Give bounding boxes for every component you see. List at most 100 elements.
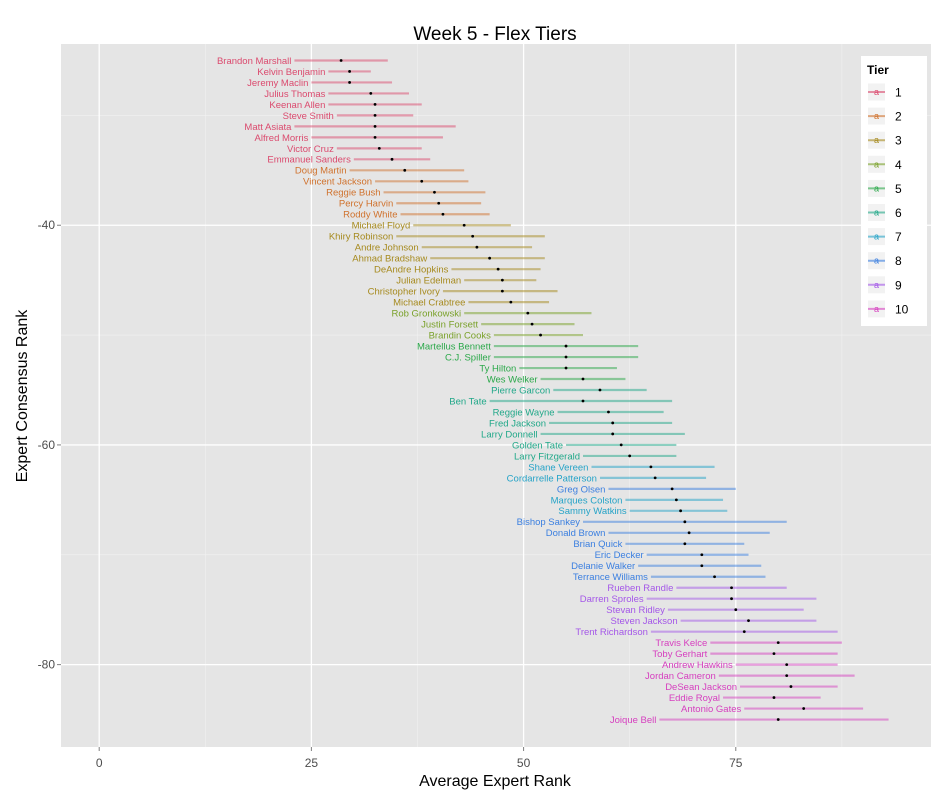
x-axis-title: Average Expert Rank [419,773,572,790]
data-point [475,245,479,249]
data-point [390,157,394,161]
data-point [339,59,343,62]
data-point [734,608,738,612]
data-label: Golden Tate [512,440,563,451]
legend-label: 8 [895,254,902,268]
legend: Tier a 1 a 2 a 3 a 4 a 5 a 6 a 7 a 8 a 9 a 10 [861,56,927,326]
legend-key-glyph: a [874,159,879,169]
data-point [742,630,746,634]
data-label: Andrew Hawkins [662,660,733,671]
data-point [539,333,542,337]
data-point [683,520,687,524]
data-label: Cordarrelle Patterson [507,473,597,484]
data-label: Darren Sproles [580,594,644,605]
data-label: Rueben Randle [607,583,673,594]
data-label: Brandon Marshall [217,56,291,67]
data-point [679,509,683,513]
data-label: Michael Floyd [352,221,411,232]
data-label: Ty Hilton [479,363,516,374]
data-point [500,289,504,293]
legend-label: 1 [895,86,902,100]
data-point [403,168,407,172]
data-label: Jeremy Maclin [247,78,308,89]
data-point [488,256,492,260]
data-label: Pierre Garcon [491,385,550,396]
data-label: Reggie Wayne [493,407,555,418]
plot-panel [61,44,931,747]
data-label: Roddy White [343,210,397,221]
data-point [785,674,789,678]
data-label: Keenan Allen [269,100,325,111]
data-label: Julian Edelman [396,276,461,287]
data-point [802,707,806,710]
legend-label: 6 [895,206,902,220]
data-label: Wes Welker [487,374,538,385]
chart-title: Week 5 - Flex Tiers [413,24,576,45]
data-point [619,443,623,447]
legend-key-glyph: a [874,111,879,121]
legend-label: 3 [895,134,902,148]
data-label: Kelvin Benjamin [257,67,325,78]
data-point [713,575,716,579]
data-point [433,190,436,194]
data-point [772,696,776,699]
data-point [500,278,504,282]
legend-key-glyph: a [874,256,879,266]
data-point [730,597,733,601]
data-label: Victor Cruz [287,144,334,155]
data-label: Michael Crabtree [393,298,465,309]
data-label: Doug Martin [295,166,347,177]
x-tick-label: 25 [305,756,319,770]
data-label: Eddie Royal [669,693,720,704]
data-label: Sammy Watkins [558,506,627,517]
data-label: Christopher Ivory [368,287,441,298]
y-tick-label: -60 [38,438,56,452]
data-label: Andre Johnson [355,243,419,254]
data-point [509,300,513,304]
data-point [441,212,445,216]
y-tick-label: -80 [38,658,56,672]
data-label: Larry Fitzgerald [514,451,580,462]
data-point [348,70,351,73]
legend-key-glyph: a [874,87,879,97]
data-points [339,59,806,721]
data-label: Ben Tate [449,396,486,407]
data-label: Alfred Morris [255,133,309,144]
data-label: Antonio Gates [681,704,741,715]
data-label: Eric Decker [595,550,644,561]
data-point [687,531,691,535]
data-label: Percy Harvin [339,199,393,210]
legend-title: Tier [867,63,889,77]
data-point [581,399,585,403]
data-point [653,476,657,480]
data-label: Justin Forsett [421,320,478,331]
data-point [564,344,568,348]
data-label: Fred Jackson [489,418,546,429]
data-point [471,234,475,238]
legend-label: 9 [895,278,902,292]
data-point [348,81,351,84]
data-point [776,641,780,645]
legend-key-glyph: a [874,232,879,242]
data-label: Shane Vereen [528,462,588,473]
x-tick-label: 0 [96,756,103,770]
x-tick-label: 75 [729,756,743,770]
y-tick-label: -40 [38,218,56,232]
data-point [373,135,377,139]
data-label: Marques Colston [551,495,623,506]
data-point [674,498,678,502]
data-label: C.J. Spiller [445,352,491,363]
data-point [564,366,568,370]
data-point [611,421,615,425]
data-point [607,410,610,414]
data-point [598,388,602,392]
legend-label: 2 [895,110,902,124]
legend-label: 5 [895,182,902,196]
data-label: Vincent Jackson [303,177,372,188]
data-point [785,663,789,667]
data-label: Matt Asiata [244,122,292,133]
data-point [373,113,377,117]
data-label: Stevan Ridley [606,605,665,616]
